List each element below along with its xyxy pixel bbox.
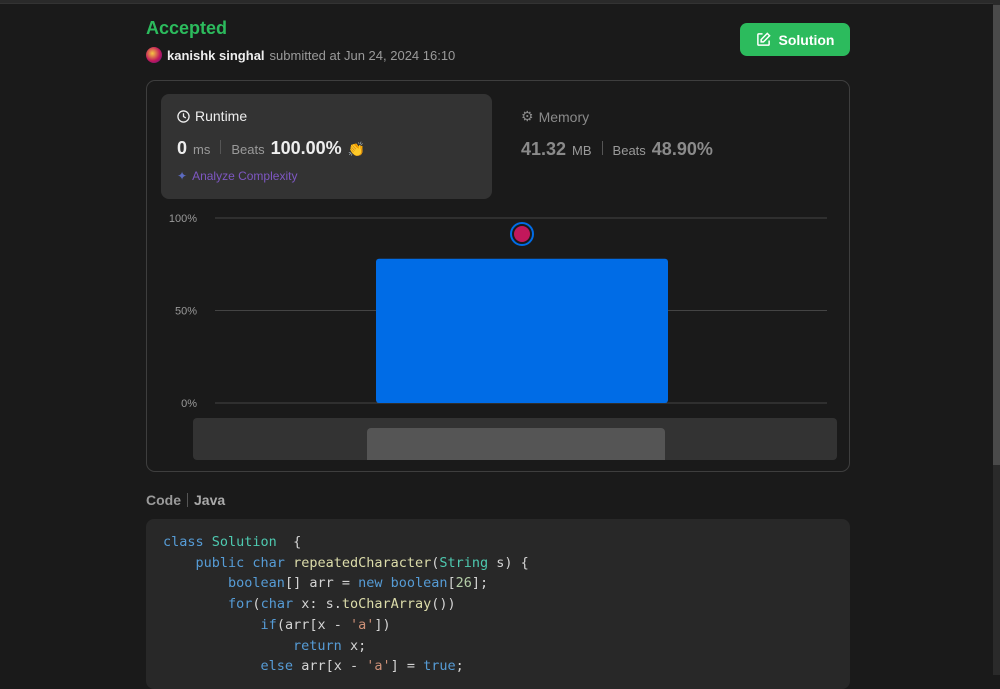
analyze-label: Analyze Complexity	[192, 169, 298, 183]
chart-range-scroller[interactable]	[193, 418, 837, 460]
beats-label: Beats	[231, 142, 265, 157]
code-token	[163, 555, 196, 571]
code-language: Java	[194, 492, 226, 508]
code-token: [] arr =	[284, 575, 359, 592]
chart-range-thumb[interactable]	[367, 428, 665, 460]
clap-icon: 👏	[347, 141, 366, 157]
code-token: x: s.	[293, 596, 342, 613]
code-token: x;	[341, 637, 367, 654]
submitted-time: submitted at Jun 24, 2024 16:10	[269, 47, 456, 63]
clock-icon	[177, 109, 190, 123]
code-token: true	[423, 658, 456, 675]
code-token: if	[260, 616, 277, 633]
memory-card[interactable]: ⚙ Memory 41.32 MB Beats 48.90%	[521, 108, 713, 160]
code-token: boolean	[228, 575, 285, 592]
divider	[220, 140, 222, 154]
divider	[601, 141, 603, 155]
code-token: (arr[x -	[276, 616, 350, 633]
performance-panel: Runtime 0 ms Beats 100.00% 👏 ✦ Analyze C…	[146, 80, 850, 472]
code-token: Solution	[211, 534, 277, 550]
code-token: repeatedCharacter	[293, 554, 432, 571]
code-token	[163, 617, 261, 633]
avatar-icon	[514, 226, 530, 242]
code-token	[163, 658, 261, 674]
code-line: for(char x: s.toCharArray())	[163, 594, 833, 615]
edit-icon	[756, 32, 771, 46]
page-scrollbar[interactable]	[993, 0, 1000, 675]
memory-beats: 48.90%	[651, 139, 713, 159]
memory-value: 41.32	[521, 139, 567, 159]
code-token: s) {	[488, 554, 529, 571]
code-token: for	[228, 596, 253, 613]
code-token	[163, 638, 293, 654]
code-token	[163, 575, 228, 591]
code-line: if(arr[x - 'a'])	[163, 615, 833, 636]
code-token: char	[260, 596, 294, 613]
code-token: ;	[455, 658, 464, 675]
code-line: public char repeatedCharacter(String s) …	[163, 553, 833, 574]
code-token: new boolean	[358, 575, 448, 592]
submission-info: kanishk singhal submitted at Jun 24, 202…	[146, 47, 455, 63]
y-tick-label: 100%	[169, 213, 197, 225]
avatar[interactable]	[146, 47, 162, 63]
code-line: class Solution {	[163, 532, 833, 553]
code-line: return x;	[163, 636, 833, 657]
memory-title: Memory	[538, 108, 590, 125]
divider	[187, 493, 188, 507]
code-token: toCharArray	[341, 596, 432, 613]
scrollbar-thumb[interactable]	[993, 5, 1000, 465]
code-token: else	[260, 658, 294, 675]
beats-label: Beats	[612, 143, 646, 158]
runtime-value: 0	[177, 138, 188, 158]
code-token: [	[447, 575, 456, 592]
solution-label: Solution	[778, 31, 835, 48]
sparkle-icon: ✦	[177, 169, 188, 183]
code-token	[163, 596, 228, 612]
code-token: 'a'	[366, 658, 391, 675]
code-token: ])	[374, 616, 391, 633]
chip-icon: ⚙	[521, 108, 534, 124]
y-tick-label: 0%	[181, 398, 197, 410]
y-tick-label: 50%	[175, 306, 197, 318]
solution-button[interactable]: Solution	[740, 23, 850, 56]
code-block[interactable]: class Solution { public char repeatedCha…	[146, 519, 850, 689]
code-token: ())	[431, 596, 456, 613]
username[interactable]: kanishk singhal	[167, 47, 265, 63]
code-token: public char	[195, 554, 294, 571]
code-header: Code Java	[146, 492, 225, 508]
runtime-distribution-chart: 100% 50% 0%	[169, 213, 827, 410]
code-token: ];	[471, 575, 489, 592]
code-line: boolean[] arr = new boolean[26];	[163, 573, 833, 594]
analyze-complexity-link[interactable]: ✦ Analyze Complexity	[177, 169, 476, 183]
runtime-unit: ms	[193, 142, 211, 157]
status-title: Accepted	[146, 18, 228, 38]
code-token: class	[163, 534, 212, 550]
runtime-title: Runtime	[195, 108, 248, 124]
code-token: {	[276, 534, 302, 550]
code-line: else arr[x - 'a'] = true;	[163, 656, 833, 677]
code-token: return	[293, 637, 342, 654]
code-token: 26	[455, 575, 472, 592]
top-border	[0, 0, 1000, 4]
code-token: String	[439, 554, 489, 571]
code-token: arr[x -	[293, 658, 367, 675]
memory-unit: MB	[572, 143, 592, 158]
code-label: Code	[146, 492, 181, 508]
code-token: 'a'	[349, 616, 375, 633]
code-token: (	[252, 596, 261, 613]
code-token: ] =	[390, 658, 424, 675]
bar[interactable]	[376, 258, 668, 403]
runtime-card[interactable]: Runtime 0 ms Beats 100.00% 👏 ✦ Analyze C…	[161, 94, 492, 199]
runtime-beats: 100.00%	[270, 138, 342, 158]
code-token: (	[431, 554, 440, 571]
